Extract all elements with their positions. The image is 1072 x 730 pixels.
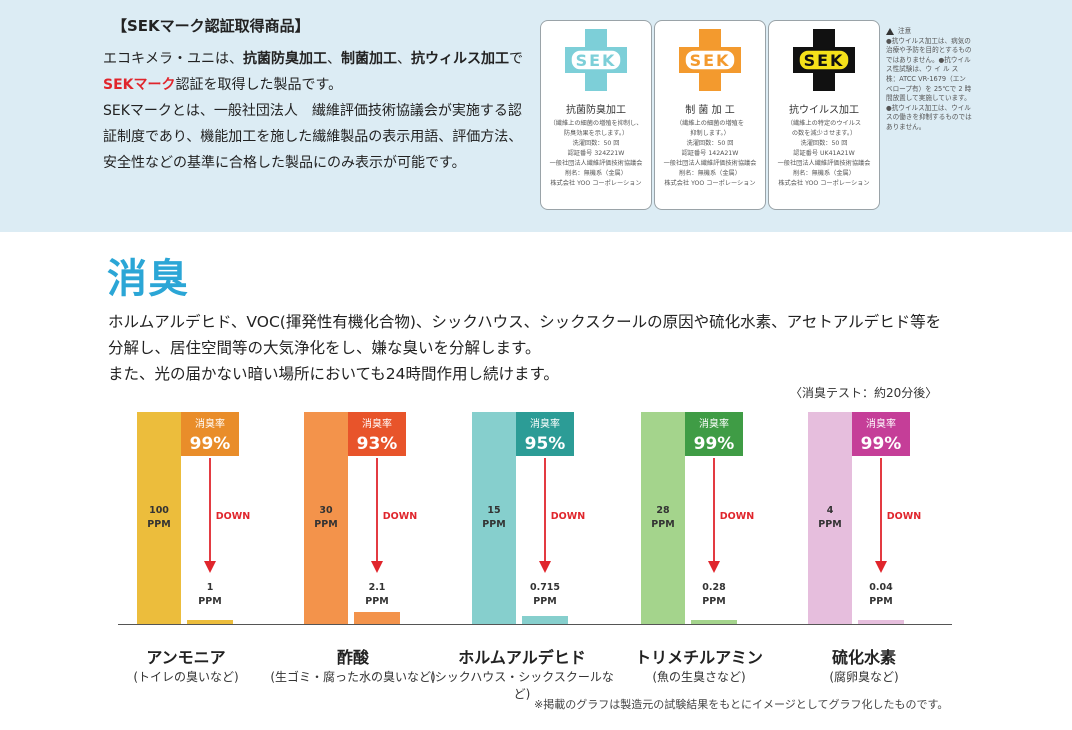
down-label: DOWN	[720, 511, 754, 522]
caution-text: ●抗ウイルス加工は、病気の治療や予防を目的とするものではありません。●抗ウイルス…	[886, 36, 972, 131]
after-value-label: 0.28	[702, 582, 726, 593]
caution-notes: 注意 ●抗ウイルス加工は、病気の治療や予防を目的とするものではありません。●抗ウ…	[886, 27, 972, 131]
unit-label: PPM	[702, 596, 725, 607]
unit-label: PPM	[198, 596, 221, 607]
logo-text: SEK	[690, 51, 731, 70]
category-name: 酢酸	[336, 648, 369, 667]
bar-after	[691, 620, 737, 624]
category-name: アンモニア	[146, 648, 226, 667]
rate-box	[348, 412, 406, 456]
sek-heading: 【SEKマーク認証取得商品】	[112, 17, 310, 35]
rate-value: 95%	[525, 434, 566, 454]
logo-text: SEK	[576, 51, 617, 70]
category-subtitle: (魚の生臭さなど)	[652, 670, 746, 684]
before-value-label: 30	[319, 505, 333, 516]
card-description: （繊維上の特定のウイルス の数を減少させます。） 洗濯回数：50 回 認証番号 …	[777, 120, 871, 187]
unit-label: PPM	[818, 519, 841, 530]
section-body: ホルムアルデヒド、VOC(揮発性有機化合物)、シックハウス、シックスクールの原因…	[108, 313, 942, 383]
sek-cross-logo-icon: SEK	[565, 29, 627, 91]
category-subtitle: (腐卵臭など)	[829, 670, 899, 684]
unit-label: PPM	[365, 596, 388, 607]
bar-before	[472, 412, 516, 624]
before-value-label: 100	[149, 505, 169, 516]
card-title: 制 菌 加 工	[685, 105, 735, 116]
unit-label: PPM	[482, 519, 505, 530]
category-subtitle: (トイレの臭いなど)	[133, 670, 239, 684]
down-arrow-icon	[875, 561, 887, 573]
category-name: ホルムアルデヒド	[458, 648, 586, 667]
before-value-label: 4	[827, 505, 834, 516]
sek-line-1: エコキメラ・ユニは、抗菌防臭加工、制菌加工、抗ウィルス加工でSEKマーク認証を取…	[103, 51, 523, 93]
category-subtitle: (シックハウス・シックスクールなど)	[430, 670, 614, 701]
bar-before	[808, 412, 852, 624]
sek-info-band	[0, 0, 1072, 232]
down-label: DOWN	[551, 511, 585, 522]
sek-description: エコキメラ・ユニは、抗菌防臭加工、制菌加工、抗ウィルス加工でSEKマーク認証を取…	[103, 46, 523, 176]
bar-after	[187, 620, 233, 624]
after-value-label: 2.1	[369, 582, 386, 593]
rate-box	[685, 412, 743, 456]
bar-after	[522, 616, 568, 624]
card-description: （繊維上の細菌の増殖を抑制し、 防臭効果を示します。） 洗濯回数：50 回 認証…	[549, 120, 643, 187]
after-value-label: 0.04	[869, 582, 893, 593]
footnote: ※掲載のグラフは製造元の試験結果をもとにイメージとしてグラフ化したものです。	[534, 698, 949, 711]
down-arrow-icon	[204, 561, 216, 573]
rate-label: 消臭率	[530, 417, 560, 430]
down-label: DOWN	[887, 511, 921, 522]
bar-after	[354, 612, 400, 624]
sek-cross-logo-icon: SEK	[793, 29, 855, 91]
before-value-label: 15	[487, 505, 500, 516]
sek-card-bacteriostatic: SEK 制 菌 加 工 （繊維上の細菌の増殖を 抑制します。） 洗濯回数：50 …	[654, 20, 766, 210]
down-arrow-icon	[539, 561, 551, 573]
category-name: トリメチルアミン	[635, 648, 763, 667]
after-value-label: 0.715	[530, 582, 560, 593]
rate-value: 99%	[694, 434, 735, 454]
category-subtitle: (生ゴミ・腐った水の臭いなど)	[270, 670, 436, 684]
unit-label: PPM	[147, 519, 170, 530]
card-description: （繊維上の細菌の増殖を 抑制します。） 洗濯回数：50 回 認証番号 142A2…	[663, 120, 757, 187]
bar-after	[858, 620, 904, 624]
before-value-label: 28	[656, 505, 670, 516]
sek-line-2: SEKマークとは、一般社団法人 繊維評価技術協議会が実施する認証制度であり、機能…	[103, 103, 523, 171]
rate-label: 消臭率	[866, 417, 896, 430]
rate-value: 99%	[190, 434, 231, 454]
rate-box	[852, 412, 910, 456]
unit-label: PPM	[651, 519, 674, 530]
card-title: 抗菌防臭加工	[566, 105, 626, 116]
card-title: 抗ウイルス加工	[789, 105, 859, 116]
bar-before	[137, 412, 181, 624]
bar-before	[304, 412, 348, 624]
logo-plate	[684, 49, 736, 71]
logo-text: SEK	[804, 51, 845, 70]
unit-label: PPM	[533, 596, 556, 607]
sek-card-antiviral: SEK 抗ウイルス加工 （繊維上の特定のウイルス の数を減少させます。） 洗濯回…	[768, 20, 880, 210]
sek-cross-logo-icon: SEK	[679, 29, 741, 91]
down-label: DOWN	[383, 511, 417, 522]
bar-before	[641, 412, 685, 624]
rate-value: 99%	[861, 434, 902, 454]
down-arrow-icon	[371, 561, 383, 573]
rate-label: 消臭率	[195, 417, 225, 430]
down-arrow-icon	[708, 561, 720, 573]
rate-label: 消臭率	[699, 417, 729, 430]
section-title: 消臭	[107, 256, 189, 302]
rate-value: 93%	[357, 434, 398, 454]
logo-plate	[798, 49, 850, 71]
warning-icon	[886, 27, 894, 35]
unit-label: PPM	[869, 596, 892, 607]
after-value-label: 1	[207, 582, 214, 593]
sek-card-antibacterial: SEK 抗菌防臭加工 （繊維上の細菌の増殖を抑制し、 防臭効果を示します。） 洗…	[540, 20, 652, 210]
logo-plate	[570, 49, 622, 71]
unit-label: PPM	[314, 519, 337, 530]
rate-label: 消臭率	[362, 417, 392, 430]
test-note: 〈消臭テスト：約20分後〉	[790, 386, 938, 400]
rate-box	[181, 412, 239, 456]
rate-box	[516, 412, 574, 456]
down-label: DOWN	[216, 511, 250, 522]
category-name: 硫化水素	[831, 648, 896, 667]
